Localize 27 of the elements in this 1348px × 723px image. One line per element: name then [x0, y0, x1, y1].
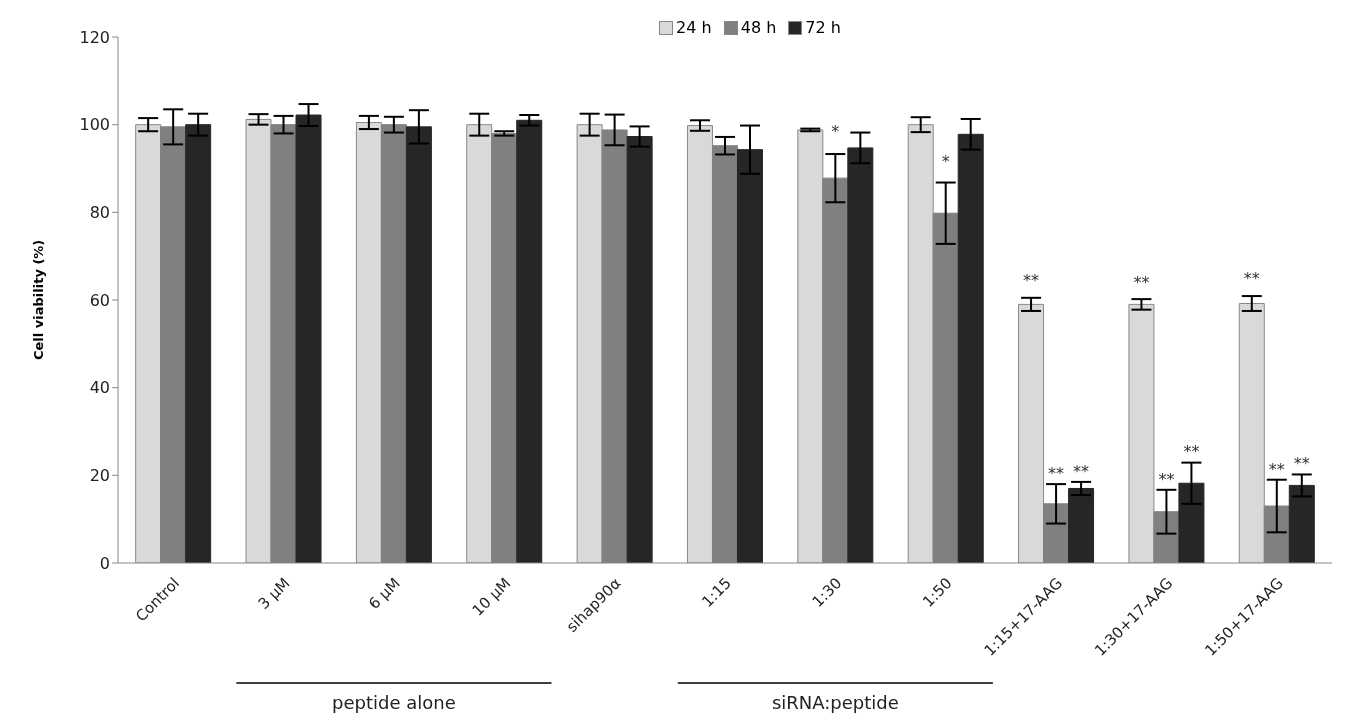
x-tick-label: 6 μM [365, 574, 404, 613]
y-tick-label: 120 [79, 27, 110, 47]
y-tick-label: 20 [89, 466, 110, 486]
y-axis-title: Cell viability (%) [30, 239, 46, 360]
y-tick-label: 0 [99, 553, 110, 573]
y-tick-label: 40 [89, 378, 110, 398]
legend-label: 24 h [675, 18, 712, 37]
y-tick-label: 100 [79, 115, 110, 135]
text: siRNA:peptide [771, 692, 899, 713]
data-label: ** [1268, 459, 1285, 479]
legend-label: 72 h [804, 18, 841, 37]
legend-label: 48 h [739, 18, 777, 37]
data-label: ** [1183, 442, 1200, 461]
data-label: ** [1158, 470, 1175, 490]
y-tick-label: 60 [89, 290, 110, 310]
data-label: ** [1048, 464, 1065, 484]
data-label: * [941, 151, 950, 171]
data-label: ** [1133, 272, 1150, 292]
data-label: ** [1243, 269, 1260, 289]
text: peptide alone [332, 692, 456, 713]
data-label: ** [1293, 454, 1310, 474]
x-tick-label: 10 μM [468, 574, 515, 620]
data-label: ** [1023, 271, 1040, 291]
data-label: ** [1073, 461, 1090, 481]
x-tick-label: 3 μM [254, 574, 294, 613]
data-label: * [831, 122, 840, 142]
y-tick-label: 80 [89, 203, 110, 223]
